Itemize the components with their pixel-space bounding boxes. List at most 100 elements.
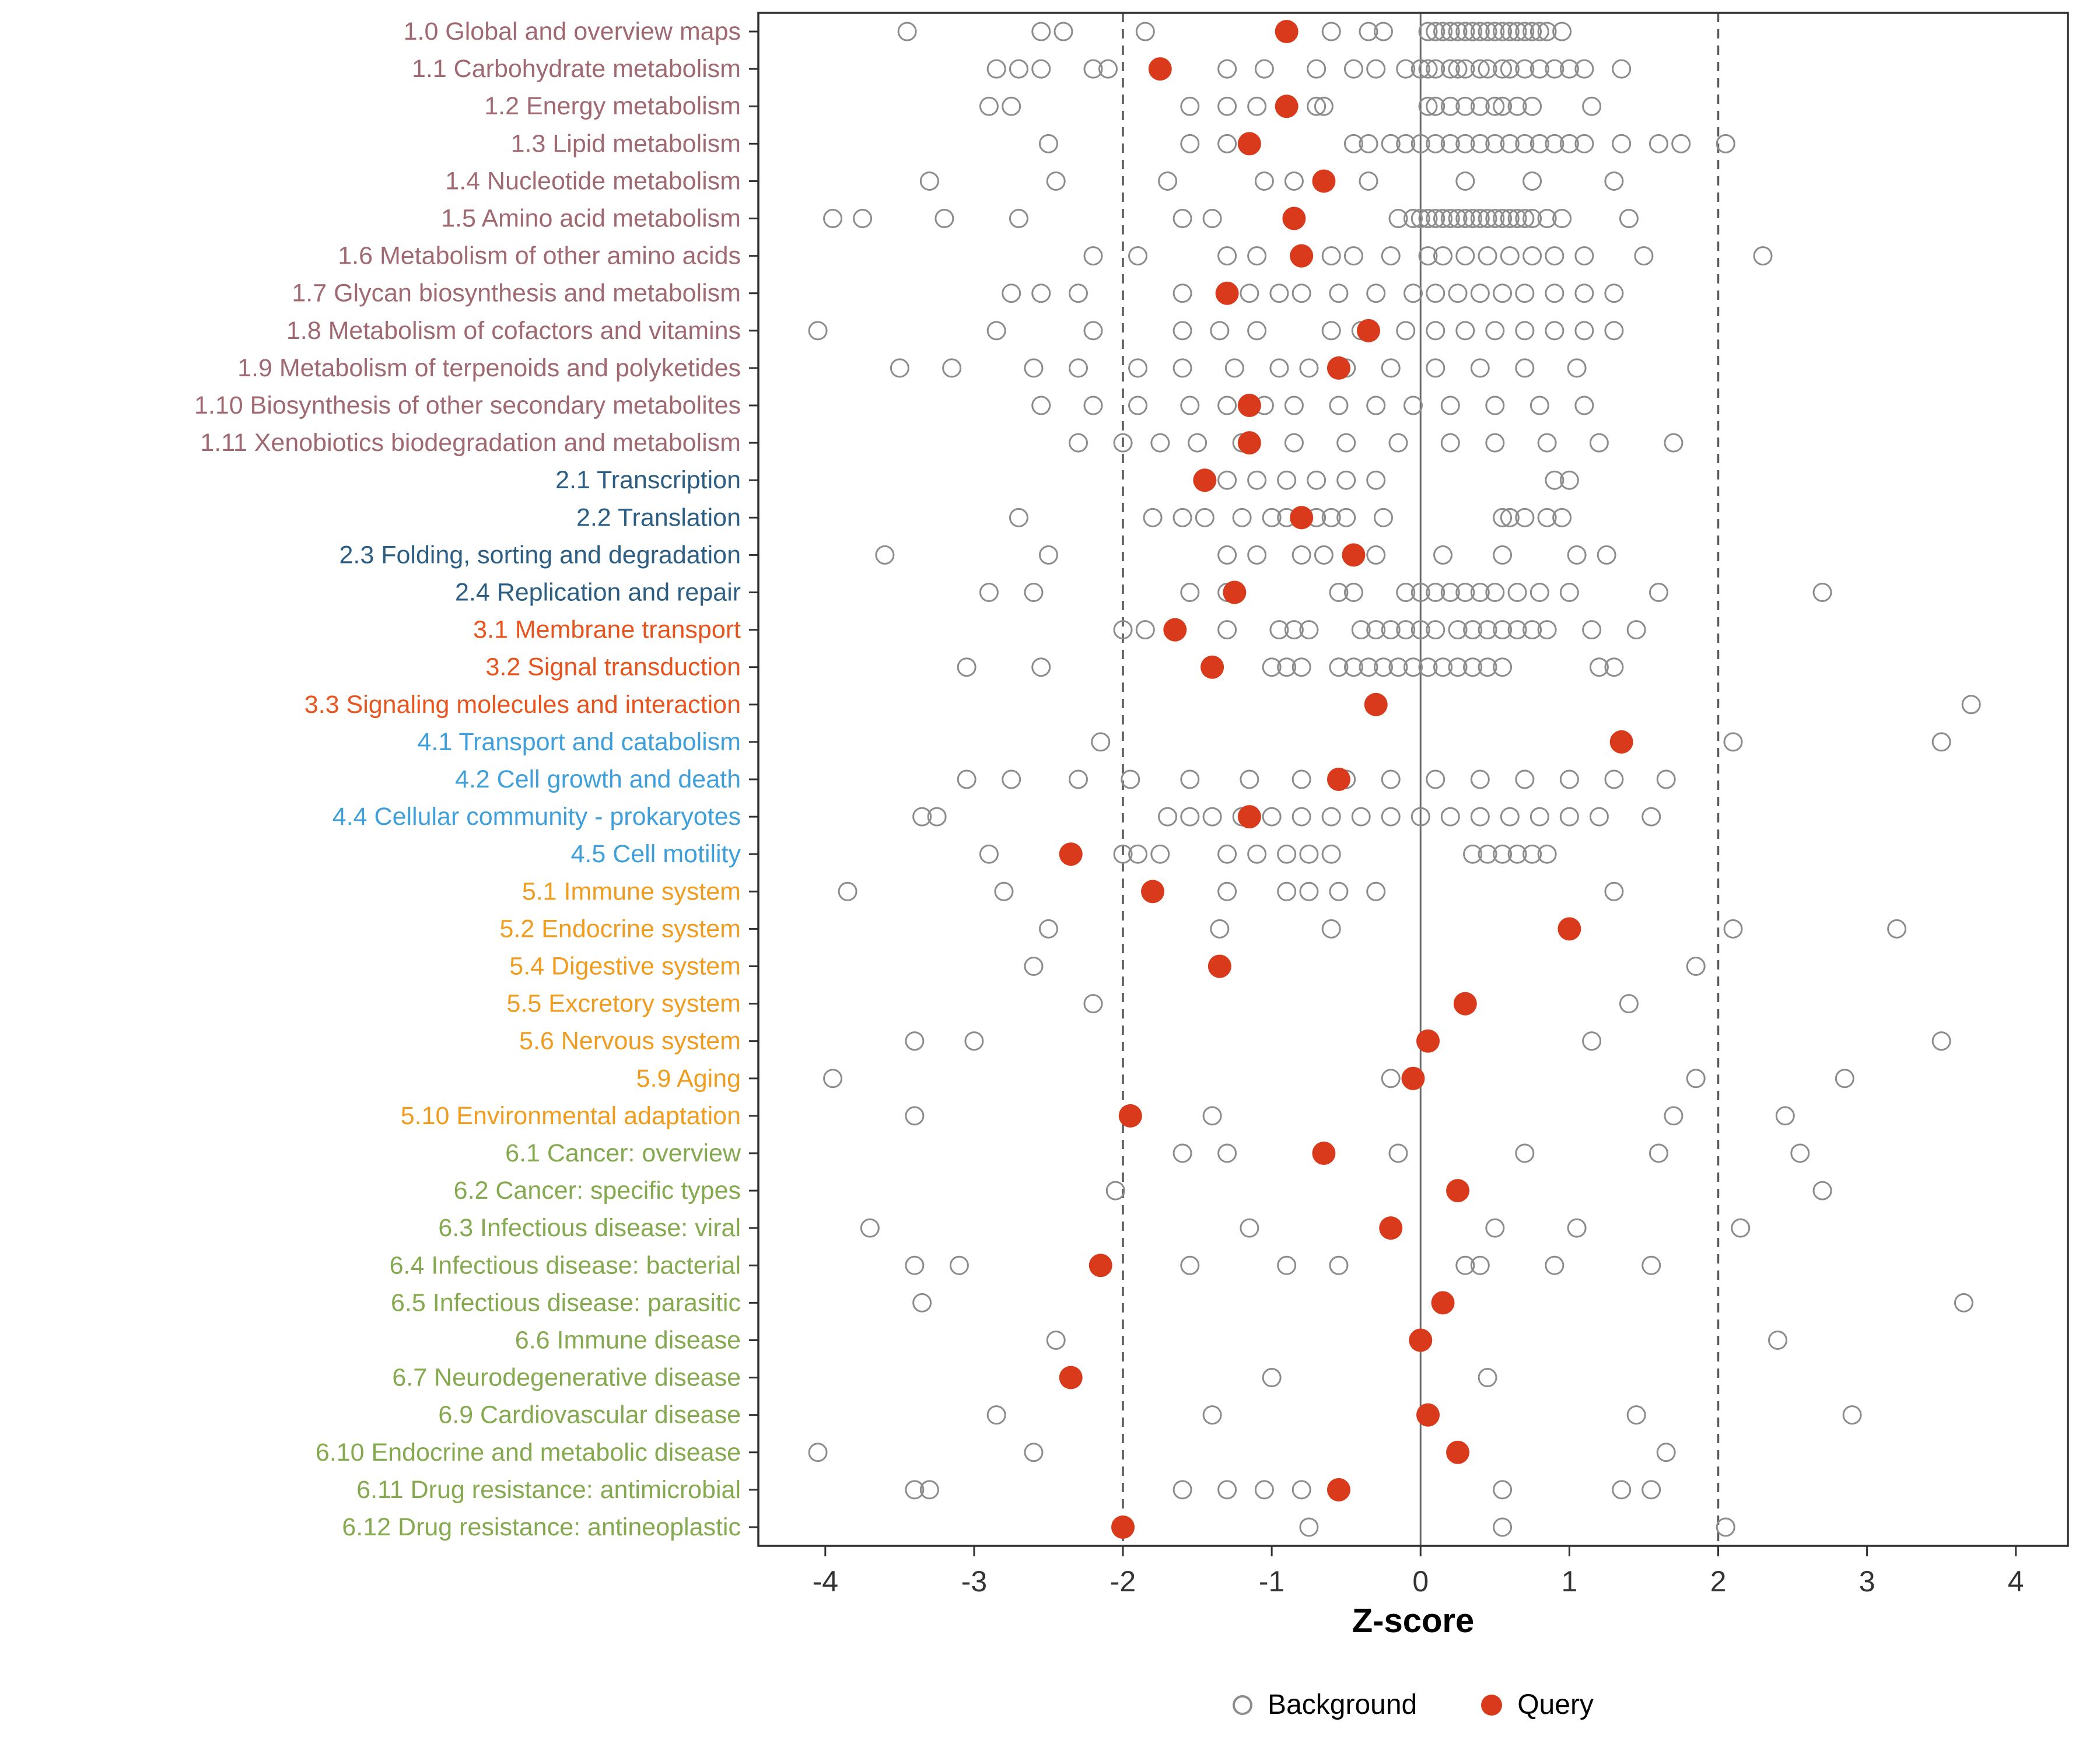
background-point: [1314, 545, 1334, 565]
background-point: [1455, 209, 1475, 229]
query-point: [1416, 1029, 1440, 1053]
query-point: [1312, 169, 1336, 193]
background-point: [1619, 994, 1639, 1014]
background-point: [1567, 1218, 1587, 1238]
background-point: [1262, 807, 1282, 827]
category-label: 1.0 Global and overview maps: [404, 18, 741, 46]
background-point: [1128, 844, 1148, 864]
background-point: [979, 844, 999, 864]
background-point: [1574, 321, 1594, 341]
background-point: [1470, 284, 1490, 303]
background-point: [1217, 134, 1237, 153]
background-point: [1485, 1218, 1505, 1238]
background-point: [1381, 807, 1401, 827]
x-axis-tick-label: -1: [1259, 1565, 1284, 1598]
query-point: [1111, 1515, 1135, 1539]
background-point: [1068, 284, 1088, 303]
background-point: [1247, 96, 1267, 116]
background-point: [1559, 769, 1579, 789]
background-point: [1426, 620, 1446, 640]
background-point: [1426, 134, 1446, 153]
background-point: [1485, 209, 1505, 229]
background-point: [1343, 134, 1363, 153]
query-point: [1416, 1403, 1440, 1427]
background-point: [1150, 844, 1170, 864]
background-point: [1574, 59, 1594, 79]
background-point: [1515, 59, 1535, 79]
background-point: [1232, 508, 1252, 527]
background-point: [1493, 508, 1513, 527]
background-point: [1388, 433, 1408, 453]
background-point: [1202, 1405, 1222, 1425]
background-point: [1262, 657, 1282, 677]
background-point: [1269, 620, 1289, 640]
category-label: 1.2 Energy metabolism: [484, 92, 741, 120]
background-point: [1404, 284, 1423, 303]
background-point: [1046, 171, 1066, 191]
background-point: [1433, 657, 1453, 677]
background-point: [1024, 583, 1044, 603]
background-point: [1247, 844, 1267, 864]
background-point: [1217, 96, 1237, 116]
background-point: [1336, 508, 1356, 527]
background-point: [1128, 396, 1148, 415]
background-point: [1626, 1405, 1646, 1425]
query-point: [1453, 992, 1477, 1016]
query-point: [1237, 431, 1261, 455]
background-point: [1545, 470, 1564, 490]
background-point: [1426, 96, 1446, 116]
category-label: 3.3 Signaling molecules and interaction: [304, 691, 741, 719]
category-label: 5.9 Aging: [636, 1065, 741, 1093]
background-point: [1485, 583, 1505, 603]
background-point: [1210, 919, 1230, 939]
background-point: [1292, 545, 1311, 565]
background-point: [1381, 134, 1401, 153]
background-point: [1321, 844, 1341, 864]
background-point: [1329, 1255, 1349, 1275]
category-label: 5.4 Digestive system: [509, 952, 741, 980]
background-point: [1455, 134, 1475, 153]
background-point: [1835, 1069, 1854, 1088]
background-point: [1470, 358, 1490, 378]
background-point: [1009, 59, 1028, 79]
background-point: [1545, 321, 1564, 341]
background-point: [1180, 1255, 1200, 1275]
background-point: [1522, 22, 1542, 41]
background-point: [1478, 22, 1497, 41]
background-point: [1031, 59, 1051, 79]
background-point: [1299, 881, 1319, 901]
background-point: [1314, 96, 1334, 116]
background-point: [1410, 59, 1430, 79]
category-label: 1.3 Lipid metabolism: [511, 130, 741, 158]
background-point: [1336, 433, 1356, 453]
background-point: [1493, 96, 1513, 116]
background-point: [1604, 284, 1624, 303]
background-point: [1202, 209, 1222, 229]
query-point: [1290, 506, 1314, 530]
category-label: 1.7 Glycan biosynthesis and metabolism: [292, 279, 741, 307]
background-point: [1307, 470, 1326, 490]
background-point: [1113, 620, 1133, 640]
background-point: [1440, 96, 1460, 116]
background-point: [1024, 956, 1044, 976]
background-point: [1537, 620, 1557, 640]
background-point: [1217, 1143, 1237, 1163]
background-point: [1433, 22, 1453, 41]
background-point: [1284, 171, 1304, 191]
background-point: [912, 807, 932, 827]
background-point: [1410, 620, 1430, 640]
background-point: [1478, 844, 1497, 864]
background-point: [1054, 22, 1073, 41]
background-point: [1887, 919, 1907, 939]
background-point: [1396, 583, 1416, 603]
background-point: [1716, 134, 1735, 153]
background-point: [1105, 1181, 1125, 1200]
background-point: [1589, 807, 1609, 827]
background-point: [1321, 508, 1341, 527]
background-point: [1455, 96, 1475, 116]
query-point: [1312, 1141, 1336, 1165]
background-point: [1113, 844, 1133, 864]
legend-label-background: Background: [1268, 1689, 1418, 1720]
background-point: [979, 96, 999, 116]
background-point: [1545, 134, 1564, 153]
